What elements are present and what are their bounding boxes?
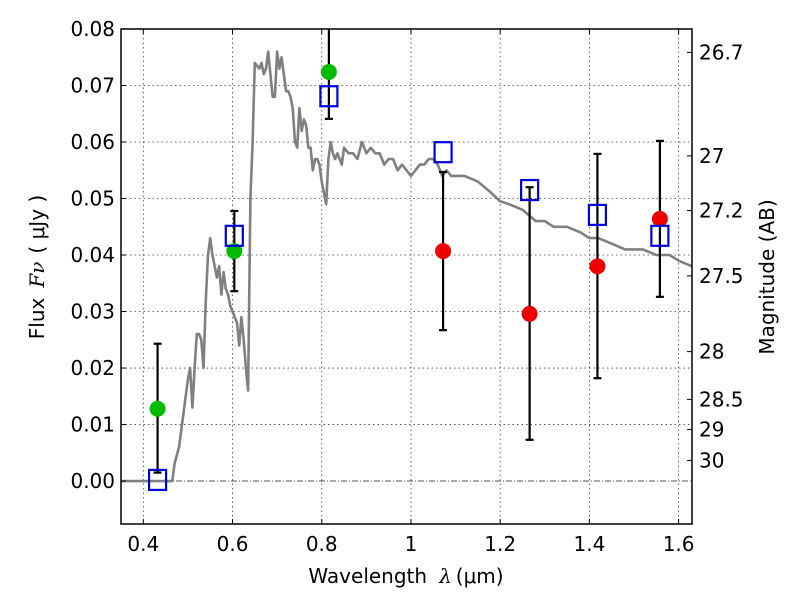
y-tick-label: 0.00 [70,469,115,493]
y2-tick-labels: 26.7 27 27.2 27.5 28 28.5 29 30 [699,40,744,472]
y-tick-label: 0.03 [70,300,115,324]
x-tick-label: 0.4 [127,532,159,556]
x-tick-label: 1.2 [484,532,516,556]
observed-points [149,63,668,417]
y2-tick-label: 27 [699,144,724,168]
y2-tick-label: 27.2 [699,199,744,223]
observed-point [589,258,606,275]
y-tick-label: 0.05 [70,187,115,211]
y-tick-label: 0.08 [70,17,115,41]
y2-tick-label: 29 [699,418,724,442]
y2-tick-label: 30 [699,449,724,473]
model-square-marker [319,85,339,108]
y2-axis-label: Magnitude (AB) [755,199,779,354]
observed-point [320,63,337,80]
model-sed-series [121,50,693,483]
plot-frame [120,28,693,525]
x-tick-label: 1.6 [663,532,695,556]
x-axis-label: Wavelength λ (μm) [308,564,503,588]
y-tick-label: 0.02 [70,356,115,380]
axis-ticks [121,28,692,524]
model-square-marker [147,468,168,492]
grid [121,28,692,524]
model-square-marker [520,178,540,202]
x-tick-label: 0.8 [306,532,338,556]
y-axis-label: FluxFν( μJy ) [25,195,49,339]
x-tick-label: 1.4 [573,532,605,556]
model-band-points [147,85,670,492]
y2-tick-label: 28.5 [699,387,744,411]
model-square-marker [587,203,608,227]
x-tick-label: 0.6 [217,532,249,556]
x-tick-labels: 0.4 0.6 0.8 1 1.2 1.4 1.6 [127,532,694,556]
model-square-marker [433,141,453,164]
model-square-marker [650,224,670,247]
y2-tick-label: 26.7 [699,40,744,64]
observed-point [149,400,166,417]
model-square-marker [224,224,244,247]
observed-point [435,243,452,260]
x-tick-label: 1 [405,532,418,556]
y-tick-label: 0.07 [70,74,115,98]
observed-point [521,305,538,322]
y-tick-label: 0.04 [70,243,115,267]
y-tick-label: 0.01 [70,413,115,437]
observed-point [651,210,668,227]
y2-tick-label: 28 [699,340,724,364]
y2-tick-label: 27.5 [699,264,744,288]
y-tick-label: 0.06 [70,130,115,154]
y-tick-labels: 0.00 0.01 0.02 0.03 0.04 0.05 0.06 0.07 0.08 [70,17,115,493]
observed-point [226,243,243,260]
sed-curve [121,50,693,483]
